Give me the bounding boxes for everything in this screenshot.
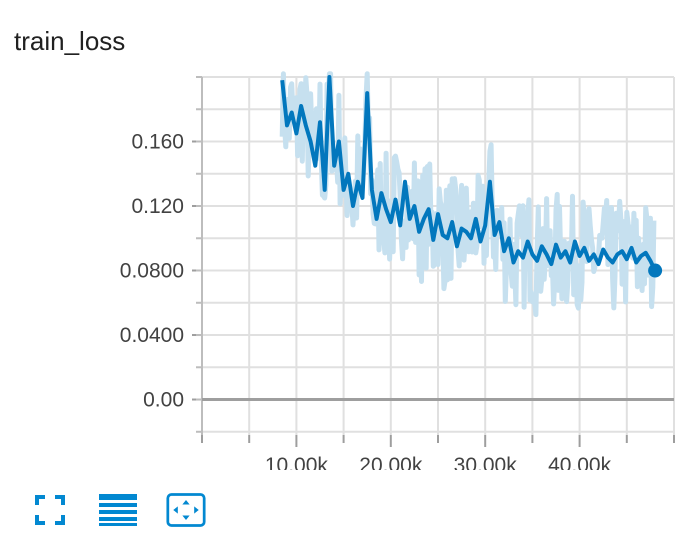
fit-domain-button[interactable] [166, 490, 206, 530]
y-tick-label: 0.00 [143, 389, 184, 412]
x-tick-label: 30.00k [454, 454, 518, 470]
log-scale-button[interactable] [98, 490, 138, 530]
y-tick-label: 0.120 [131, 195, 184, 218]
x-tick-label: 20.00k [359, 454, 423, 470]
list-icon [99, 494, 137, 526]
y-tick-label: 0.0800 [120, 260, 184, 283]
loss-chart[interactable]: 0.00 0.0400 0.0800 0.120 0.160 10.00k 20.00k 30… [0, 0, 696, 470]
x-tick-label: 40.00k [548, 454, 612, 470]
axes: 0.00 0.0400 0.0800 0.120 0.160 10.00k 20.00k 30… [120, 76, 675, 470]
y-tick-label: 0.0400 [120, 324, 184, 347]
last-point-marker[interactable] [648, 263, 663, 278]
chart-toolbar [30, 490, 206, 530]
fullscreen-button[interactable] [30, 490, 70, 530]
smoothed-series [280, 75, 663, 278]
fit-domain-icon [166, 493, 206, 527]
smoothed-loss-line [280, 75, 657, 272]
raw-loss-line [279, 71, 657, 318]
x-tick-label: 10.00k [265, 454, 329, 470]
raw-series [279, 71, 657, 318]
fullscreen-icon [35, 495, 65, 525]
chart-title: train_loss [14, 26, 126, 56]
y-tick-label: 0.160 [131, 131, 184, 154]
